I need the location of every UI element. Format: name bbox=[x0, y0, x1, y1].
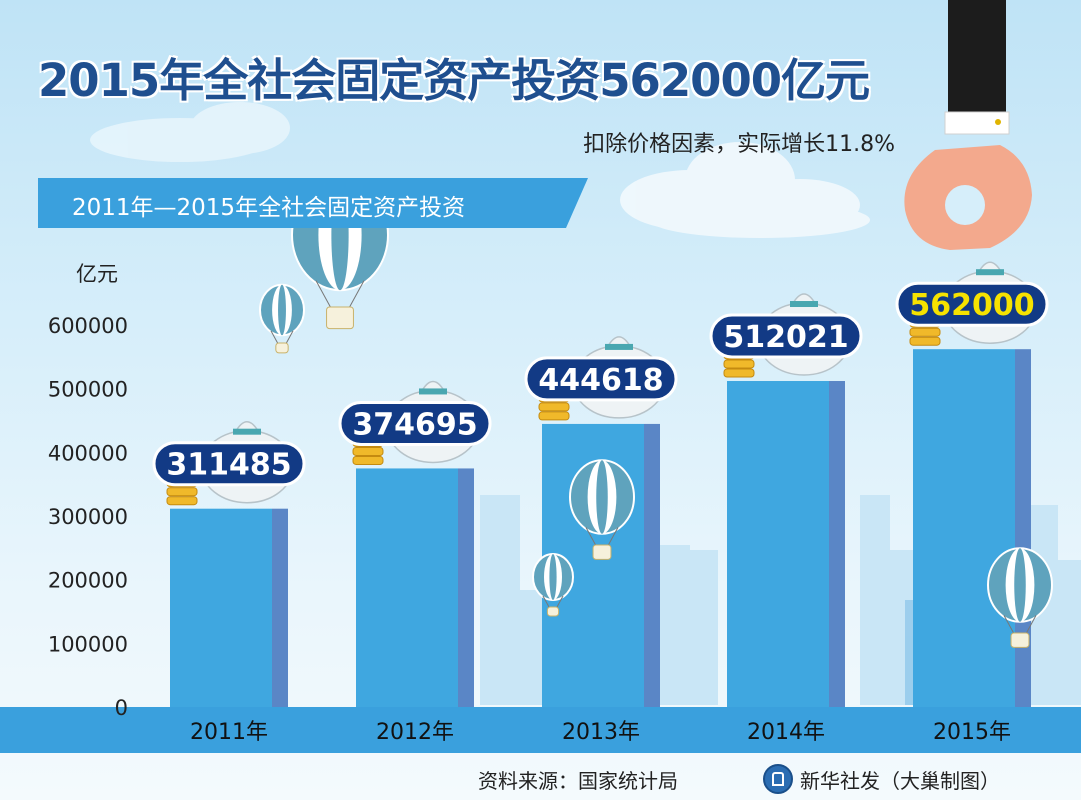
bar-group: 512021 bbox=[709, 293, 863, 707]
balloon-rope bbox=[285, 330, 294, 344]
x-tick-label: 2011年 bbox=[190, 720, 268, 745]
coin-stack-icon bbox=[352, 455, 384, 465]
x-tick-label: 2015年 bbox=[933, 720, 1011, 745]
balloon-stripe bbox=[278, 284, 286, 336]
coin-stack-icon bbox=[538, 411, 570, 421]
page-subtitle: 扣除价格因素，实际增长11.8% bbox=[583, 132, 895, 157]
y-tick-label: 300000 bbox=[48, 505, 128, 529]
balloon-basket bbox=[1010, 632, 1030, 648]
value-label-bg bbox=[338, 400, 492, 446]
value-label: 562000 bbox=[909, 288, 1034, 323]
y-tick-label: 500000 bbox=[48, 378, 128, 402]
hot-air-balloon-icon bbox=[532, 553, 574, 617]
xinhua-logo-icon bbox=[763, 764, 793, 794]
value-label: 444618 bbox=[538, 363, 663, 398]
balloon-rope bbox=[542, 595, 550, 608]
coin-stack-icon bbox=[909, 336, 941, 346]
balloon-stripe bbox=[1014, 548, 1026, 622]
balloon-rope bbox=[1003, 615, 1015, 634]
coin-stack-icon bbox=[538, 402, 570, 412]
bar-side bbox=[458, 468, 474, 707]
city-skyline bbox=[480, 495, 1081, 705]
coin-stack-icon bbox=[723, 368, 755, 378]
balloon-stripe bbox=[596, 460, 608, 534]
balloon-basket bbox=[326, 306, 354, 330]
y-tick-label: 0 bbox=[115, 696, 128, 720]
money-bag-tie bbox=[605, 343, 633, 350]
bar-group: 311485 bbox=[152, 420, 306, 707]
cloud-icon bbox=[90, 102, 290, 162]
bar-group: 444618 bbox=[524, 336, 678, 707]
balloon-rope bbox=[607, 527, 619, 546]
balloon-basket bbox=[275, 342, 289, 354]
value-label-bg bbox=[152, 441, 306, 487]
coin-stack-icon bbox=[352, 446, 384, 456]
balloon-basket bbox=[546, 606, 560, 617]
hot-air-balloon-icon bbox=[987, 547, 1053, 648]
bar bbox=[356, 468, 458, 707]
bar-group: 374695 bbox=[338, 380, 492, 707]
money-bag-tie bbox=[419, 388, 447, 395]
value-label: 311485 bbox=[166, 448, 291, 483]
bar-group: 562000 bbox=[895, 261, 1049, 707]
x-tick-label: 2012年 bbox=[376, 720, 454, 745]
balloon-rope bbox=[349, 280, 365, 308]
balloon-rope bbox=[556, 595, 564, 608]
balloon-stripe bbox=[549, 554, 557, 600]
y-tick-label: 200000 bbox=[48, 569, 128, 593]
bar-side bbox=[1015, 349, 1031, 707]
money-bag-tie bbox=[790, 301, 818, 308]
value-label-bg bbox=[524, 356, 678, 402]
value-label-bg bbox=[709, 313, 863, 359]
balloon-rope bbox=[585, 527, 597, 546]
bar bbox=[727, 381, 829, 707]
coin-stack-icon bbox=[723, 359, 755, 369]
banner-label: 2011年—2015年全社会固定资产投资 bbox=[72, 195, 466, 221]
value-label: 374695 bbox=[352, 407, 477, 442]
bar-side bbox=[272, 508, 288, 707]
money-bag-tie bbox=[233, 428, 261, 435]
x-tick-label: 2013年 bbox=[562, 720, 640, 745]
hand-icon bbox=[904, 0, 1032, 250]
credit-note: 新华社发（大巢制图） bbox=[800, 769, 1000, 793]
y-tick-label: 600000 bbox=[48, 314, 128, 338]
balloon-basket bbox=[592, 544, 612, 560]
coin-stack-icon bbox=[166, 487, 198, 497]
coin-stack-icon bbox=[166, 496, 198, 506]
x-axis-band bbox=[0, 707, 1081, 753]
value-label: 512021 bbox=[723, 320, 848, 355]
y-tick-label: 400000 bbox=[48, 441, 128, 465]
section-banner: 2011年—2015年全社会固定资产投资 bbox=[38, 178, 588, 228]
balloon-rope bbox=[270, 330, 279, 344]
y-tick-label: 100000 bbox=[48, 632, 128, 656]
y-axis-unit: 亿元 bbox=[76, 262, 118, 286]
value-label-bg bbox=[895, 281, 1049, 327]
source-note: 资料来源：国家统计局 bbox=[478, 769, 678, 793]
bar bbox=[170, 508, 272, 707]
x-tick-label: 2014年 bbox=[747, 720, 825, 745]
hot-air-balloon-icon bbox=[259, 283, 305, 354]
bar-side bbox=[644, 423, 660, 707]
bar-side bbox=[829, 381, 845, 707]
bar bbox=[913, 349, 1015, 707]
balloon-rope bbox=[315, 280, 331, 308]
page-title: 2015年全社会固定资产投资562000亿元 bbox=[38, 54, 870, 107]
coin-stack-icon bbox=[909, 327, 941, 337]
hot-air-balloon-icon bbox=[569, 459, 635, 560]
money-bag-tie bbox=[976, 269, 1004, 276]
balloon-rope bbox=[1025, 615, 1037, 634]
cloud-icon bbox=[620, 142, 870, 238]
